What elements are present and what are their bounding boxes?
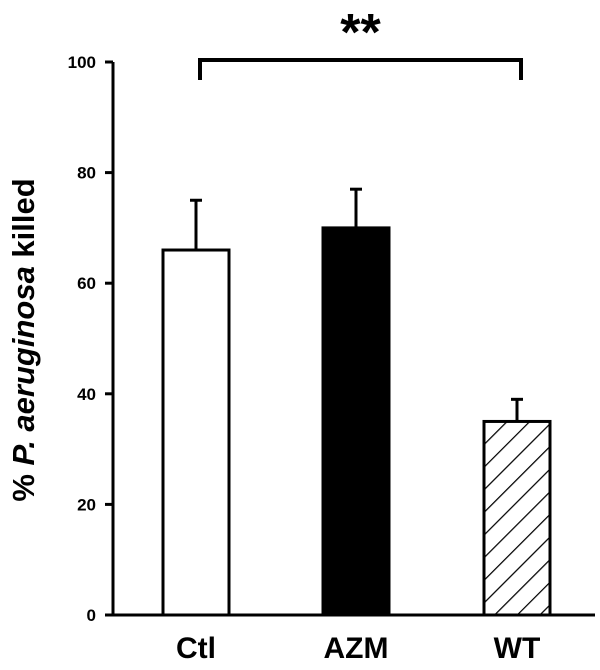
bar-wt (482, 419, 552, 617)
y-tick-label: 20 (77, 495, 96, 514)
error-bar (511, 397, 523, 422)
y-axis-label-suffix: killed (6, 178, 41, 266)
y-tick-label: 60 (77, 274, 96, 293)
bar-ctl (161, 248, 231, 617)
error-bars (190, 187, 523, 422)
y-tick-label: 40 (77, 385, 96, 404)
significance-label: ** (340, 4, 381, 62)
y-tick-label: 80 (77, 164, 96, 183)
category-labels: Ctl AZM WT (176, 632, 540, 665)
bar-azm (321, 226, 391, 617)
category-label: WT (494, 632, 541, 665)
category-label: Ctl (176, 632, 216, 665)
y-axis-label-italic: P. aeruginosa (6, 266, 41, 465)
category-label: AZM (324, 632, 389, 665)
y-ticks: 0 20 40 60 80 100 (68, 53, 113, 625)
error-bar (190, 198, 202, 251)
bars (161, 226, 552, 617)
y-tick-label: 0 (87, 606, 96, 625)
error-bar (350, 187, 362, 228)
significance-bracket (198, 58, 523, 80)
y-axis-label-prefix: % (6, 465, 41, 501)
y-axis-label: % P. aeruginosa killed (6, 178, 41, 501)
y-tick-label: 100 (68, 53, 96, 72)
